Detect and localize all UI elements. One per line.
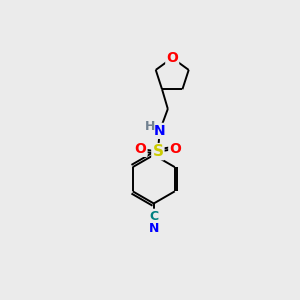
- Text: C: C: [149, 210, 158, 223]
- Text: N: N: [154, 124, 166, 138]
- Text: O: O: [135, 142, 146, 156]
- Text: N: N: [148, 222, 159, 236]
- Text: O: O: [166, 51, 178, 65]
- Text: H: H: [145, 120, 155, 133]
- Text: S: S: [152, 144, 164, 159]
- Text: O: O: [169, 142, 181, 156]
